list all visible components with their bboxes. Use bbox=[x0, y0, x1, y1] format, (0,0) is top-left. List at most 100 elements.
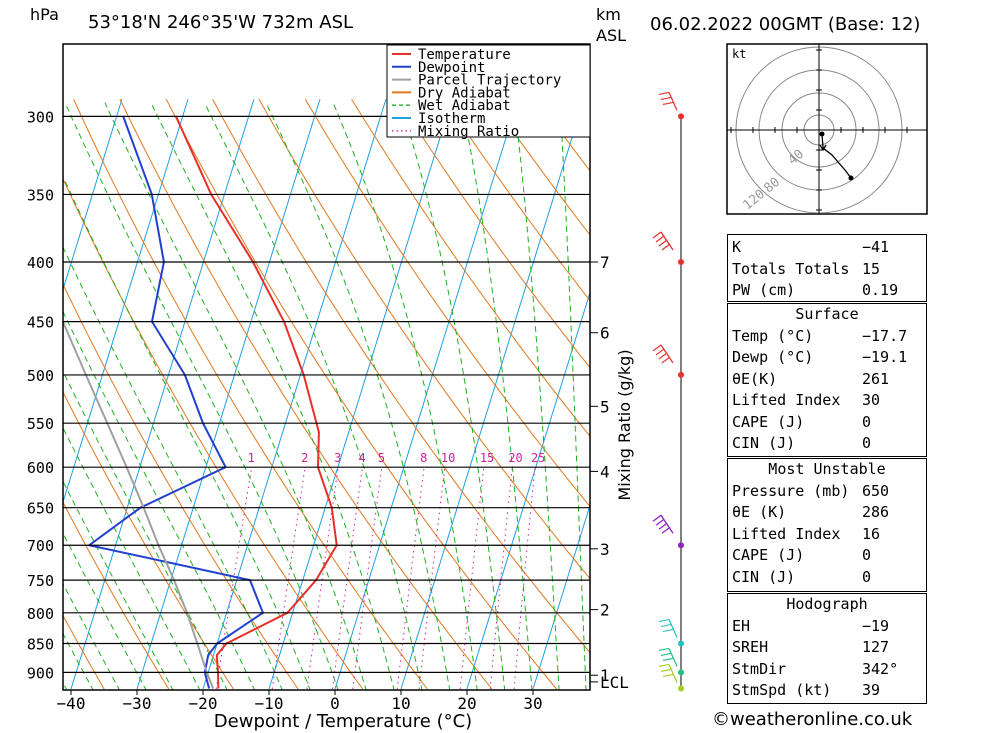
mixing-ratio-label: 1 bbox=[248, 451, 255, 465]
index-value: −19.1 bbox=[862, 348, 908, 366]
wind-barb-flag bbox=[660, 623, 672, 628]
index-label: PW (cm) bbox=[732, 281, 796, 299]
wind-barb-flag bbox=[658, 522, 668, 530]
index-row: Lifted Index 16 bbox=[728, 524, 926, 546]
index-label: SREH bbox=[732, 638, 769, 656]
wind-barb-flag bbox=[662, 628, 674, 633]
index-row: Lifted Index 30 bbox=[728, 390, 926, 412]
index-row: Temp (°C) −17.7 bbox=[728, 326, 926, 348]
index-row: CIN (J) 0 bbox=[728, 433, 926, 455]
legend-label: Wet Adiabat bbox=[418, 98, 511, 114]
wind-barb bbox=[658, 91, 684, 120]
isotherm-line bbox=[202, 99, 387, 690]
pressure-tick-label: 750 bbox=[27, 572, 54, 590]
wet-adiabat-line bbox=[63, 246, 283, 690]
index-row: Totals Totals 15 bbox=[728, 259, 926, 281]
temperature-tick-label: 0 bbox=[330, 694, 340, 713]
plot-frame bbox=[62, 43, 591, 691]
temperature-tick-label: 30 bbox=[523, 694, 542, 713]
pressure-tick-label: 450 bbox=[27, 314, 54, 332]
x-axis-label: Dewpoint / Temperature (°C) bbox=[214, 711, 472, 732]
wet-adiabat-line bbox=[63, 370, 228, 690]
wet-adiabat-line bbox=[63, 532, 147, 690]
km-tick-label: LCL bbox=[600, 673, 629, 692]
index-label: θE (K) bbox=[732, 503, 787, 521]
wind-barb bbox=[652, 231, 684, 265]
isotherm-line bbox=[70, 99, 255, 690]
index-value: −19 bbox=[862, 616, 890, 635]
index-value: 0 bbox=[862, 434, 872, 452]
legend-label: Mixing Ratio bbox=[418, 124, 519, 140]
pressure-tick-label: 650 bbox=[27, 500, 54, 518]
wind-barb-staff bbox=[660, 344, 674, 364]
dry-adiabat-line bbox=[63, 501, 170, 690]
index-label: CIN (J) bbox=[732, 567, 796, 586]
wind-barb-flag bbox=[652, 344, 662, 352]
mixing-ratio-label: 20 bbox=[508, 451, 522, 465]
wind-barb-flag bbox=[660, 652, 672, 656]
legend-label: Dry Adiabat bbox=[418, 85, 511, 101]
temperature-tick-label: −10 bbox=[255, 694, 284, 713]
mixing-ratio-line bbox=[352, 467, 383, 690]
wind-barb-flag bbox=[658, 663, 670, 667]
pressure-tick-label: 900 bbox=[27, 664, 54, 682]
hodograph-frame bbox=[726, 43, 928, 215]
index-row: θE (K) 286 bbox=[728, 502, 926, 524]
wind-barb-staff bbox=[660, 514, 674, 534]
wind-barb-flag bbox=[658, 91, 670, 95]
index-row: Dewp (°C) −19.1 bbox=[728, 347, 926, 369]
wind-barb bbox=[652, 514, 684, 549]
index-value: 261 bbox=[862, 369, 890, 388]
index-label: Totals Totals bbox=[732, 259, 850, 278]
mixing-ratio-line bbox=[331, 467, 363, 690]
wind-barb-staff bbox=[668, 92, 678, 111]
wind-barb-staff bbox=[668, 664, 678, 683]
temperature-tick-label: −40 bbox=[57, 694, 86, 713]
index-label: CIN (J) bbox=[732, 434, 796, 452]
km-tick-label: 5 bbox=[600, 397, 610, 416]
hodograph-point bbox=[819, 131, 825, 137]
index-value: 286 bbox=[862, 503, 890, 521]
index-label: StmSpd (kt) bbox=[732, 681, 832, 699]
wind-barb-flag bbox=[661, 243, 671, 251]
index-value: 650 bbox=[862, 481, 890, 500]
wind-barb-flag bbox=[661, 356, 671, 364]
wind-barb-flag bbox=[660, 668, 672, 672]
hodograph-storm-arrow bbox=[819, 144, 827, 152]
wind-barb-flag bbox=[655, 235, 665, 243]
header-datetime: 06.02.2022 00GMT (Base: 12) bbox=[650, 14, 920, 35]
dry-adiabat-line bbox=[351, 98, 590, 437]
wind-barb-dot bbox=[678, 542, 684, 549]
index-row: CAPE (J) 0 bbox=[728, 545, 926, 567]
mixing-ratio-line bbox=[513, 467, 536, 690]
wind-barb-staff bbox=[660, 231, 674, 251]
mixing-ratio-label: 25 bbox=[531, 451, 545, 465]
index-row: θE(K) 261 bbox=[728, 369, 926, 391]
mixing-ratio-label: 10 bbox=[441, 451, 455, 465]
wet-adiabat-line bbox=[265, 102, 451, 690]
dry-adiabat-line bbox=[63, 614, 105, 690]
pressure-tick-label: 400 bbox=[27, 254, 54, 272]
pressure-tick-label: 800 bbox=[27, 605, 54, 623]
pressure-tick-label: 500 bbox=[27, 367, 54, 385]
km-tick-label: 7 bbox=[600, 253, 610, 272]
wet-adiabat-line bbox=[104, 102, 367, 690]
wind-barb-flag bbox=[662, 673, 674, 677]
isotherm-line bbox=[63, 99, 123, 291]
dry-adiabat-line bbox=[119, 98, 493, 690]
index-row: Pressure (mb) 650 bbox=[728, 481, 926, 503]
index-label: Lifted Index bbox=[732, 391, 841, 409]
mixing-ratio-line bbox=[396, 467, 425, 690]
wet-adiabat-line bbox=[513, 102, 560, 690]
wet-adiabat-line bbox=[150, 102, 395, 690]
mixing-ratio-line bbox=[306, 467, 339, 690]
temperature-tick-label: −30 bbox=[123, 694, 152, 713]
wind-barb-staff bbox=[668, 648, 678, 667]
wet-adiabat-line bbox=[559, 102, 587, 690]
wind-barb bbox=[658, 647, 684, 676]
km-tick-label: 1 bbox=[600, 666, 610, 685]
header-units-km: km bbox=[596, 5, 621, 24]
wind-barb-dot bbox=[678, 113, 684, 120]
wet-adiabat-line bbox=[399, 102, 506, 690]
legend-label: Dewpoint bbox=[418, 60, 485, 76]
